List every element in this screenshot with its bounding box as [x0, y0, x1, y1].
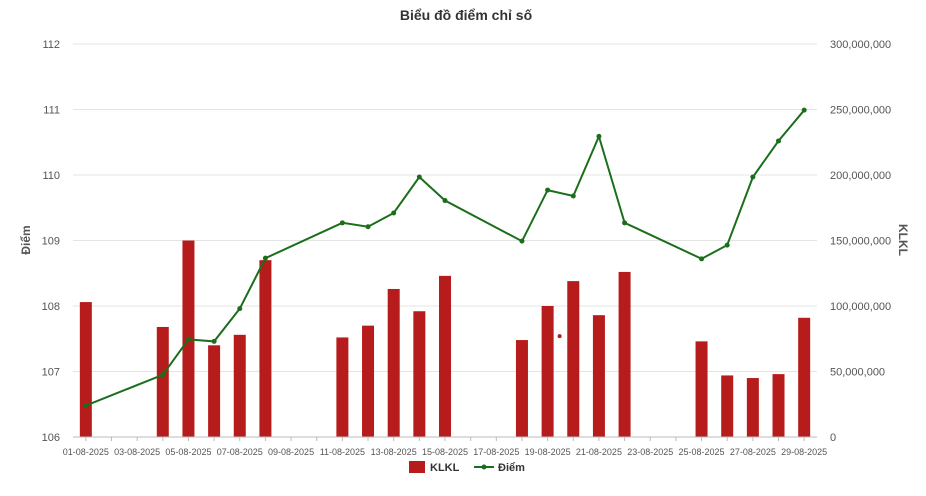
left-tick-label: 106	[42, 432, 60, 444]
left-tick-label: 111	[43, 105, 60, 117]
legend-marker-diem	[481, 464, 487, 470]
left-tick-label: 108	[42, 301, 60, 313]
bar	[746, 378, 759, 437]
legend-swatch-klkl	[409, 461, 425, 473]
bar	[156, 326, 169, 437]
bar	[336, 337, 349, 437]
x-tick-label: 11-08-2025	[320, 447, 365, 457]
x-tick-label: 05-08-2025	[165, 447, 211, 457]
line-series	[83, 107, 807, 409]
right-tick-label: 0	[830, 432, 836, 444]
x-tick-label: 03-08-2025	[114, 447, 160, 457]
x-tick-label: 17-08-2025	[473, 447, 519, 457]
x-tick-label: 21-08-2025	[576, 447, 622, 457]
x-tick-label: 13-08-2025	[371, 447, 417, 457]
x-tick-label: 01-08-2025	[63, 447, 109, 457]
line-point	[416, 174, 422, 180]
line-point	[365, 224, 371, 230]
bar	[439, 275, 451, 437]
right-tick-label: 50,000,000	[830, 367, 885, 379]
right-tick-label: 300,000,000	[830, 39, 891, 51]
line-point	[570, 193, 576, 199]
x-tick-label: 23-08-2025	[627, 447, 673, 457]
bar	[79, 302, 92, 437]
left-tick-label: 107	[42, 367, 60, 379]
legend-label-klkl: KLKL	[430, 462, 460, 474]
bar	[772, 374, 785, 437]
bar	[208, 345, 221, 437]
line-point	[185, 336, 191, 342]
bar	[515, 340, 528, 437]
x-axis: 01-08-2025 03-08-2025 05-08-2025 07-08-2025…	[63, 436, 827, 457]
bar	[233, 334, 246, 437]
bar	[798, 317, 811, 437]
bar	[695, 341, 708, 437]
right-tick-label: 250,000,000	[830, 105, 891, 117]
bar	[362, 325, 375, 437]
bars	[79, 240, 811, 437]
line-point	[519, 238, 525, 244]
right-axis: 0 50,000,000 100,000,000 150,000,000 200,000…	[830, 39, 891, 444]
bar	[592, 315, 605, 437]
annotation-dot	[557, 334, 562, 339]
bar	[413, 311, 426, 437]
line-point	[442, 198, 448, 204]
x-tick-label: 15-08-2025	[422, 447, 468, 457]
line-point	[391, 210, 397, 216]
line-point	[339, 220, 345, 226]
x-tick-label: 25-08-2025	[679, 447, 725, 457]
bar	[541, 306, 554, 437]
chart-title: Biểu đồ điểm chỉ số	[400, 7, 533, 23]
left-tick-label: 110	[42, 170, 60, 182]
left-axis: 106 107 108 109 110 111 112	[42, 39, 60, 444]
legend: KLKL Điểm	[409, 461, 525, 474]
line-point	[160, 372, 166, 378]
bar	[567, 281, 580, 437]
left-axis-title: Điểm	[19, 225, 33, 254]
line-point	[622, 220, 628, 226]
line-point	[237, 306, 243, 312]
line-point	[83, 403, 89, 409]
bar	[721, 375, 734, 437]
line-point	[545, 187, 551, 193]
line-point	[724, 242, 730, 248]
bar	[259, 260, 272, 437]
line-point	[211, 338, 217, 344]
x-tick-label: 19-08-2025	[525, 447, 571, 457]
x-tick-label: 27-08-2025	[730, 447, 776, 457]
legend-label-diem: Điểm	[498, 462, 525, 474]
right-axis-title: KLKL	[896, 224, 910, 256]
left-tick-label: 109	[42, 236, 60, 248]
right-tick-label: 150,000,000	[830, 236, 891, 248]
x-tick-label: 07-08-2025	[217, 447, 263, 457]
line-point	[699, 256, 705, 262]
bar	[618, 271, 631, 437]
x-tick-label: 29-08-2025	[781, 447, 827, 457]
left-tick-label: 112	[42, 39, 60, 51]
x-tick-label: 09-08-2025	[268, 447, 314, 457]
line-point	[801, 107, 807, 113]
bar	[387, 288, 400, 437]
line-point	[776, 138, 782, 144]
line-point	[262, 255, 268, 261]
line-point	[596, 133, 602, 139]
right-tick-label: 100,000,000	[830, 301, 891, 313]
right-tick-label: 200,000,000	[830, 170, 891, 182]
line-point	[750, 174, 756, 180]
